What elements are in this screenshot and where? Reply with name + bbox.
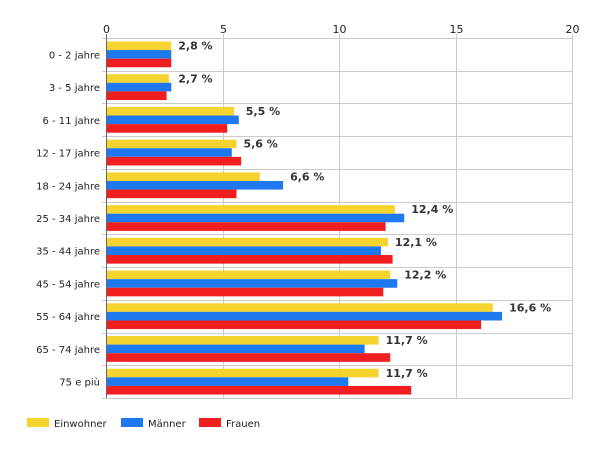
- legend-swatch: [199, 418, 221, 427]
- category-label: 55 - 64 jahre: [36, 312, 100, 323]
- data-label: 12,2 %: [404, 269, 446, 282]
- data-label: 2,8 %: [178, 40, 212, 53]
- legend-swatch: [27, 418, 49, 427]
- bar-einwohner: [106, 303, 493, 312]
- legend-label: Einwohner: [54, 419, 108, 430]
- category-label: 18 - 24 jahre: [36, 181, 100, 192]
- bar-einwohner: [106, 270, 391, 280]
- bar-einwohner: [106, 368, 379, 378]
- bar-einwohner: [106, 172, 260, 181]
- data-label: 11,7 %: [386, 334, 428, 347]
- category-label: 65 - 74 jahre: [36, 345, 100, 356]
- bar-m-nner: [106, 344, 365, 354]
- bar-m-nner: [106, 148, 232, 157]
- category-label: 75 e più: [59, 377, 100, 389]
- bar-einwohner: [106, 106, 235, 116]
- bar-m-nner: [106, 115, 239, 125]
- bar-frauen: [106, 58, 172, 68]
- category-label: 0 - 2 jahre: [49, 50, 100, 61]
- bar-einwohner: [106, 74, 169, 83]
- x-tick-label: 10: [333, 23, 347, 36]
- bar-m-nner: [106, 213, 405, 223]
- category-label: 6 - 11 jahre: [42, 116, 100, 127]
- bar-frauen: [106, 353, 391, 362]
- data-label: 12,1 %: [395, 236, 437, 249]
- bar-einwohner: [106, 336, 379, 345]
- data-label: 11,7 %: [386, 367, 428, 380]
- x-tick-label: 0: [103, 23, 110, 36]
- bar-m-nner: [106, 82, 172, 92]
- category-label: 45 - 54 jahre: [36, 279, 100, 290]
- bar-frauen: [106, 255, 393, 264]
- legend-label: Männer: [148, 419, 187, 430]
- bar-einwohner: [106, 41, 172, 51]
- bar-frauen: [106, 287, 384, 297]
- bar-m-nner: [106, 279, 398, 288]
- data-label: 6,6 %: [290, 170, 324, 183]
- bar-m-nner: [106, 246, 381, 256]
- category-label: 25 - 34 jahre: [36, 214, 100, 225]
- x-tick-label: 20: [566, 23, 580, 36]
- bar-frauen: [106, 222, 386, 231]
- bar-einwohner: [106, 139, 237, 149]
- category-label: 12 - 17 jahre: [36, 149, 100, 160]
- bar-frauen: [106, 124, 228, 133]
- category-label: 35 - 44 jahre: [36, 247, 100, 258]
- bar-frauen: [106, 320, 482, 330]
- data-label: 12,4 %: [411, 203, 453, 216]
- x-tick-label: 5: [220, 23, 227, 36]
- data-label: 2,7 %: [178, 72, 212, 85]
- bar-m-nner: [106, 50, 172, 59]
- bar-frauen: [106, 156, 242, 166]
- x-tick-label: 15: [450, 23, 464, 36]
- bar-m-nner: [106, 180, 284, 190]
- data-label: 16,6 %: [509, 301, 551, 314]
- bar-m-nner: [106, 311, 503, 321]
- bar-m-nner: [106, 377, 349, 386]
- category-label: 3 - 5 jahre: [49, 83, 100, 94]
- bar-einwohner: [106, 205, 395, 214]
- bar-frauen: [106, 91, 167, 100]
- legend-label: Frauen: [226, 419, 260, 430]
- data-label: 5,5 %: [246, 105, 280, 118]
- data-label: 5,6 %: [243, 138, 277, 151]
- bar-frauen: [106, 385, 412, 395]
- bar-einwohner: [106, 237, 388, 247]
- legend-swatch: [121, 418, 143, 427]
- bar-frauen: [106, 189, 237, 199]
